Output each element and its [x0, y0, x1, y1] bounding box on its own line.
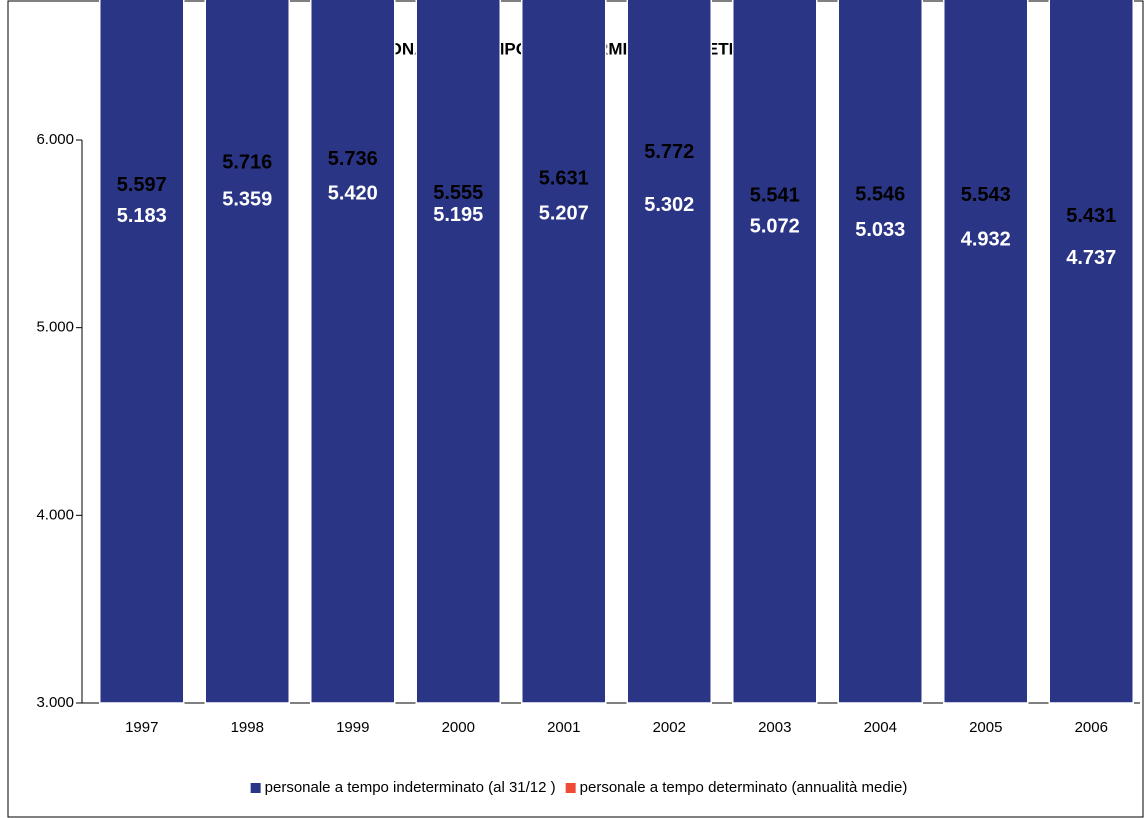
bar-segment	[310, 0, 396, 704]
total-label: 5.546	[855, 183, 905, 205]
legend-swatch	[565, 783, 576, 793]
x-tick-label: 2005	[969, 719, 1002, 736]
total-label: 5.555	[433, 182, 483, 204]
total-label: 5.597	[117, 174, 167, 196]
bar-value-label: 5.033	[855, 219, 905, 241]
bar-segment	[626, 0, 712, 704]
x-tick-label: 2002	[653, 719, 686, 736]
x-tick-label: 2003	[758, 719, 791, 736]
bar-segment	[521, 0, 607, 704]
bar-segment	[415, 0, 501, 704]
total-label: 5.631	[539, 168, 589, 190]
x-tick-label: 2006	[1075, 719, 1108, 736]
total-label: 5.716	[222, 152, 272, 174]
total-label: 5.736	[328, 148, 378, 170]
y-tick-label: 5.000	[36, 319, 74, 336]
y-tick-label: 4.000	[36, 506, 74, 523]
legend-label: personale a tempo determinato (annualità…	[580, 779, 908, 796]
bar-segment	[837, 0, 923, 704]
bar-segment	[204, 0, 290, 704]
bar-segment	[1048, 0, 1134, 704]
legend-swatch	[250, 783, 261, 793]
x-tick-label: 1998	[231, 719, 264, 736]
bar-segment	[99, 0, 185, 704]
bar-value-label: 5.420	[328, 183, 378, 205]
total-label: 5.431	[1066, 205, 1116, 227]
bar-value-label: 5.195	[433, 204, 483, 226]
total-label: 5.543	[961, 184, 1011, 206]
bar-value-label: 5.359	[222, 188, 272, 210]
bar-value-label: 5.207	[539, 203, 589, 225]
bar-segment	[732, 0, 818, 704]
bar-value-label: 5.183	[117, 205, 167, 227]
x-tick-label: 1997	[125, 719, 158, 736]
bar-value-label: 4.932	[961, 228, 1011, 250]
x-tick-label: 2000	[442, 719, 475, 736]
legend-label: personale a tempo indeterminato (al 31/1…	[265, 779, 556, 796]
x-tick-label: 2001	[547, 719, 580, 736]
total-label: 5.541	[750, 184, 800, 206]
bar-segment	[943, 0, 1029, 704]
y-tick-label: 3.000	[36, 694, 74, 711]
bar-value-label: 5.302	[644, 194, 694, 216]
x-tick-label: 1999	[336, 719, 369, 736]
x-tick-label: 2004	[864, 719, 897, 736]
bar-value-label: 5.072	[750, 215, 800, 237]
total-label: 5.772	[644, 141, 694, 163]
y-tick-label: 6.000	[36, 131, 74, 148]
bar-value-label: 4.737	[1066, 247, 1116, 269]
